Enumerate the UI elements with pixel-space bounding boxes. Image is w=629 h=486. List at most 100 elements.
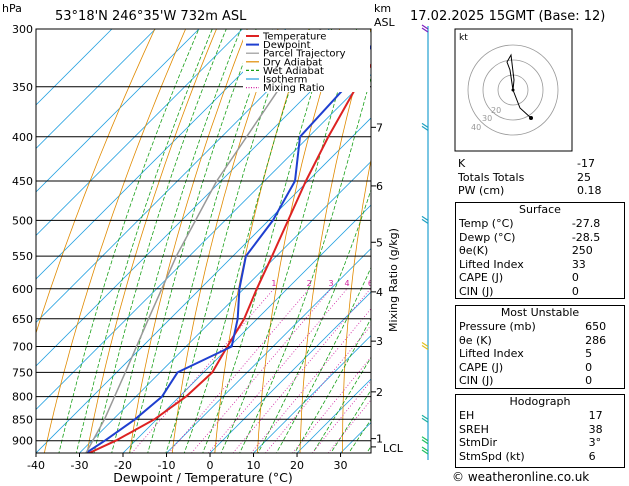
row-label: Dewp (°C) <box>459 230 516 244</box>
temperature-tick-label: -30 <box>71 459 89 472</box>
dry-adiabat-line <box>299 29 371 453</box>
height-tick-label: 6 <box>376 180 383 193</box>
row-label: Temp (°C) <box>459 217 514 230</box>
most-unstable-table: Pressure (mb) 650 θe (K) 286 Lifted Index 5 CA… <box>456 320 624 388</box>
hodograph-ring <box>467 44 559 136</box>
row-value: 33 <box>571 257 586 271</box>
pressure-tick-label: 350 <box>12 81 33 94</box>
asl-label: ASL <box>374 16 396 29</box>
row-value: 250 <box>571 244 593 257</box>
row-label: K <box>458 157 466 170</box>
wind-profile <box>421 24 429 460</box>
height-tick-label: 3 <box>376 335 383 348</box>
most-unstable-box: Most Unstable Pressure (mb) 650 θe (K) 286 L… <box>455 305 625 389</box>
row-label: CAPE (J) <box>459 360 504 374</box>
legend-label: Isotherm <box>263 75 307 86</box>
isotherm-line <box>36 29 200 193</box>
wet-adiabat-line <box>58 29 200 453</box>
row-value: 286 <box>585 333 607 347</box>
mixing-ratio-label: 4 <box>344 279 349 288</box>
hodograph-box: Hodograph EH 17 SREH 38 StmDir 3° StmSpd (kt) 6 <box>455 394 625 468</box>
table-row: StmDir 3° <box>456 436 624 450</box>
row-value: 0 <box>585 360 593 374</box>
row-value: 0 <box>571 284 579 298</box>
profile-series <box>85 29 371 453</box>
table-row: Temp (°C) -27.8 <box>456 217 624 231</box>
table-row: CIN (J) 0 <box>456 374 624 388</box>
row-label: CIN (J) <box>459 374 494 387</box>
table-row: CIN (J) 0 <box>456 285 624 299</box>
table-row: Dewp (°C) -28.5 <box>456 231 624 245</box>
indices-table: K -17 Totals Totals 25 PW (cm) 0.18 <box>455 157 625 198</box>
height-tick-label: 7 <box>376 121 383 134</box>
table-row: Lifted Index 33 <box>456 258 624 272</box>
legend-label: Dry Adiabat <box>263 57 322 68</box>
plot-frame <box>35 28 372 454</box>
wind-barb <box>421 436 429 445</box>
dry-adiabat-line <box>86 29 217 453</box>
series-temperature-line <box>88 63 371 453</box>
pressure-axis: 300 350 400 450 500 550 600 650 700 750 800 850 900 <box>12 23 33 448</box>
wet-adiabat-line <box>202 29 333 453</box>
height-tick-label: 4 <box>376 286 383 299</box>
isotherm-line <box>209 291 371 453</box>
row-value: -28.5 <box>571 230 601 244</box>
temperature-tick-label: 30 <box>334 459 348 472</box>
row-value: 17 <box>588 409 603 422</box>
pressure-tick-label: 800 <box>12 391 33 404</box>
row-label: CAPE (J) <box>459 271 504 284</box>
mixing-ratio-label: 15 <box>422 279 432 288</box>
isotherm-line <box>296 378 371 453</box>
isotherm-line <box>36 29 330 324</box>
table-row: θe (K) 286 <box>456 334 624 348</box>
wind-barb <box>421 24 429 33</box>
dry-adiabat-line <box>129 29 248 453</box>
dry-adiabat-line <box>171 29 279 453</box>
row-value: 0 <box>585 374 593 387</box>
mixing-ratio-line <box>265 324 371 453</box>
row-value: 38 <box>588 422 603 436</box>
wind-barb <box>421 414 429 423</box>
wet-adiabat-line <box>129 29 257 453</box>
height-tick-label: LCL <box>383 442 404 455</box>
wind-barb <box>421 342 429 351</box>
isotherm-line <box>253 334 371 453</box>
mixing-ratio-line <box>131 288 275 453</box>
series-parcel-trajectory-line <box>85 29 322 453</box>
isotherm-line <box>166 247 371 453</box>
wet-adiabat-line <box>165 29 291 453</box>
isotherm-line <box>36 30 371 367</box>
legend-label: Dewpoint <box>263 40 311 51</box>
mixing-ratio-line <box>312 380 371 453</box>
hodograph-ring <box>482 59 544 121</box>
row-label: Lifted Index <box>459 257 524 271</box>
table-row: SREH 38 <box>456 423 624 437</box>
row-label: θe(K) <box>459 244 489 257</box>
legend-label: Wet Adiabat <box>263 66 324 77</box>
isotherm-line <box>36 29 287 280</box>
pressure-tick-label: 550 <box>12 250 33 263</box>
wet-adiabat-line <box>220 29 357 453</box>
most-unstable-title: Most Unstable <box>500 306 580 319</box>
hodograph-ring-label: 40 <box>471 123 481 132</box>
wind-barb <box>421 446 429 455</box>
hodograph-ring-label: 20 <box>491 106 501 115</box>
datetime-title: 17.02.2025 15GMT (Base: 12) <box>410 9 605 24</box>
surface-box: Surface Temp (°C) -27.8 Dewp (°C) -28.5 θe(K… <box>455 202 625 299</box>
mixing-ratio-axis-label: Mixing Ratio (g/kg) <box>387 228 400 332</box>
height-tick-label: 5 <box>376 236 383 249</box>
row-label: StmDir <box>459 436 498 449</box>
wet-adiabat-line <box>75 29 213 453</box>
height-tick-label: 1 <box>376 433 383 446</box>
row-value: 0 <box>571 271 579 284</box>
location-title: 53°18'N 246°35'W 732m ASL <box>55 9 247 24</box>
hodograph-table-title: Hodograph <box>509 395 571 408</box>
dry-adiabat-line <box>44 29 186 453</box>
table-row: Pressure (mb) 650 <box>456 320 624 334</box>
mixing-ratio-label: 3 <box>328 279 333 288</box>
temperature-tick-label: 0 <box>207 459 214 472</box>
wet-adiabat-line <box>183 29 311 453</box>
